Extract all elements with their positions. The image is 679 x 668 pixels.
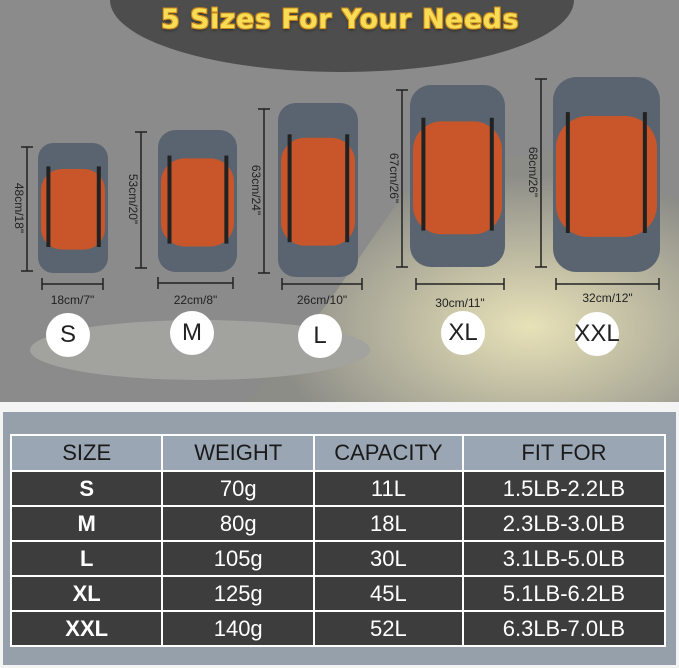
width-label-s: 18cm/7" xyxy=(50,293,95,307)
cell-fit-for: 2.3LB-3.0LB xyxy=(461,505,667,542)
cell-size: S xyxy=(9,470,164,507)
dimension-lines-xxl xyxy=(535,78,660,290)
size-badge-m: M xyxy=(170,311,214,355)
product-photo xyxy=(0,0,679,402)
cell-capacity: 30L xyxy=(313,540,464,577)
dimension-lines-l xyxy=(258,108,363,290)
bag-s xyxy=(38,143,108,273)
header-weight: WEIGHT xyxy=(161,434,316,472)
cell-size: M xyxy=(9,505,164,542)
cell-weight: 125g xyxy=(161,575,316,612)
size-badge-xl: XL xyxy=(441,311,485,355)
cell-fit-for: 6.3LB-7.0LB xyxy=(461,610,667,647)
cell-size: L xyxy=(9,540,164,577)
table-row: S 70g 11L 1.5LB-2.2LB xyxy=(9,470,667,507)
cell-fit-for: 5.1LB-6.2LB xyxy=(461,575,667,612)
cell-capacity: 52L xyxy=(313,610,464,647)
size-table: SIZE WEIGHT CAPACITY FIT FOR S 70g 11L 1.5L… xyxy=(9,434,667,647)
size-badge-l: L xyxy=(298,314,342,358)
table-row: XXL 140g 52L 6.3LB-7.0LB xyxy=(9,610,667,647)
table-row: XL 125g 45L 5.1LB-6.2LB xyxy=(9,575,667,612)
bag-l xyxy=(278,103,358,277)
table-row: L 105g 30L 3.1LB-5.0LB xyxy=(9,540,667,577)
cell-fit-for: 1.5LB-2.2LB xyxy=(461,470,667,507)
width-label-l: 26cm/10" xyxy=(296,293,348,307)
header-fit-for: FIT FOR xyxy=(461,434,667,472)
title-banner xyxy=(110,0,574,72)
width-label-xxl: 32cm/12" xyxy=(582,291,633,305)
table-row: M 80g 18L 2.3LB-3.0LB xyxy=(9,505,667,542)
dimension-lines-s xyxy=(21,146,104,290)
table-header-row: SIZE WEIGHT CAPACITY FIT FOR xyxy=(9,434,667,472)
cell-weight: 70g xyxy=(161,470,316,507)
cell-size: XL xyxy=(9,575,164,612)
cell-capacity: 45L xyxy=(313,575,464,612)
cell-weight: 140g xyxy=(161,610,316,647)
cell-fit-for: 3.1LB-5.0LB xyxy=(461,540,667,577)
header-capacity: CAPACITY xyxy=(313,434,464,472)
size-badge-xxl: XXL xyxy=(574,312,620,356)
height-label-xxl: 68cm/26" xyxy=(526,146,540,198)
bag-xxl xyxy=(553,77,660,272)
bag-xl xyxy=(410,85,505,267)
cell-capacity: 11L xyxy=(313,470,464,507)
dimension-lines-xl xyxy=(396,89,505,290)
cell-size: XXL xyxy=(9,610,164,647)
headline: 5 Sizes For Your Needs xyxy=(160,4,520,35)
height-label-s: 48cm/18" xyxy=(12,182,26,234)
cell-weight: 80g xyxy=(161,505,316,542)
header-size: SIZE xyxy=(9,434,164,472)
cell-weight: 105g xyxy=(161,540,316,577)
height-label-xl: 67cm/26" xyxy=(387,152,401,203)
dimension-lines-m xyxy=(135,131,234,289)
height-label-l: 63cm/24" xyxy=(249,164,263,216)
cell-capacity: 18L xyxy=(313,505,464,542)
height-label-m: 53cm/20" xyxy=(126,173,140,225)
width-label-xl: 30cm/11" xyxy=(435,296,485,310)
width-label-m: 22cm/8" xyxy=(173,293,218,307)
size-badge-s: S xyxy=(46,313,90,357)
bag-m xyxy=(158,130,237,272)
